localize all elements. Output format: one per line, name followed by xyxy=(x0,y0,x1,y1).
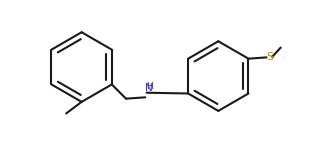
Text: H: H xyxy=(147,82,153,91)
Text: S: S xyxy=(266,52,274,62)
Text: N: N xyxy=(145,83,153,93)
